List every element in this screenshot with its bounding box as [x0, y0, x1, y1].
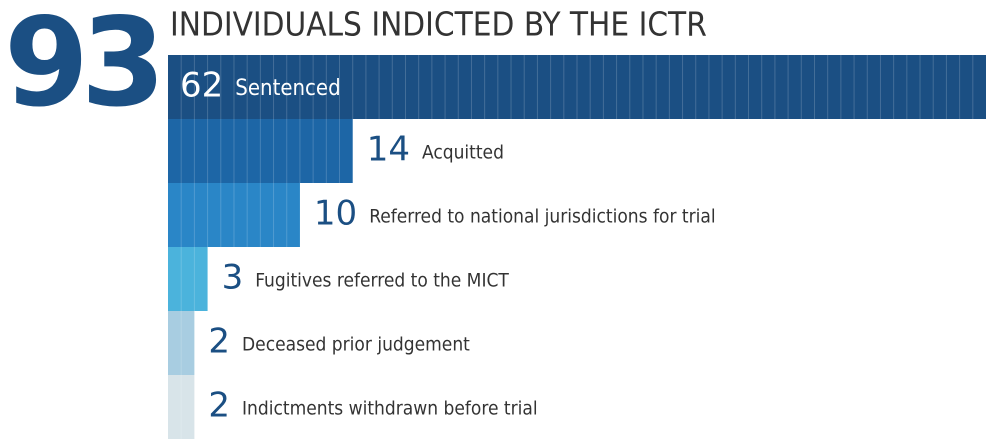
bar	[168, 311, 195, 375]
category-label: Deceased prior judgement	[242, 334, 470, 356]
bar	[168, 247, 208, 311]
category-label: Referred to national jurisdictions for t…	[369, 206, 715, 228]
category-label: Sentenced	[235, 76, 340, 101]
value-label: 2	[208, 386, 230, 426]
bar	[168, 375, 195, 439]
chart-title: INDIVIDUALS INDICTED BY THE ICTR	[170, 5, 707, 44]
category-label: Acquitted	[422, 142, 504, 164]
category-label: Fugitives referred to the MICT	[255, 270, 509, 292]
value-label: 10	[314, 194, 357, 234]
value-label: 14	[367, 130, 410, 170]
value-label: 62	[180, 66, 223, 106]
category-label: Indictments withdrawn before trial	[242, 398, 538, 420]
bar	[168, 119, 353, 183]
value-label: 2	[208, 322, 230, 362]
value-label: 3	[222, 258, 244, 298]
bar	[168, 183, 300, 247]
bar	[168, 55, 986, 119]
total: 93	[4, 0, 158, 134]
